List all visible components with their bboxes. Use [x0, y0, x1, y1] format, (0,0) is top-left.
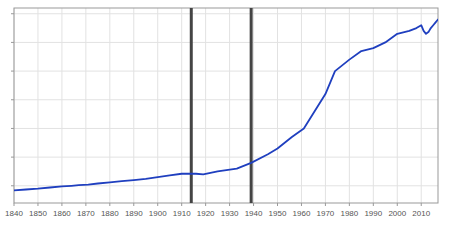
x-grid-line [157, 8, 158, 203]
x-grid-line [397, 8, 398, 203]
x-grid-line [85, 8, 86, 203]
population-line [14, 19, 438, 190]
x-tick [253, 203, 254, 206]
x-tick [325, 203, 326, 206]
x-tick-label: 1840 [5, 209, 23, 218]
x-tick-label: 1860 [53, 209, 71, 218]
x-tick-label: 1920 [197, 209, 215, 218]
x-tick-label: 1970 [317, 209, 335, 218]
y-tick [11, 42, 14, 43]
y-tick [11, 13, 14, 14]
y-grid-line [14, 71, 438, 72]
x-grid-line [421, 8, 422, 203]
x-tick-label: 1910 [173, 209, 191, 218]
x-tick [157, 203, 158, 206]
x-tick [373, 203, 374, 206]
x-grid-line [325, 8, 326, 203]
reference-line [250, 8, 253, 203]
chart-container: 1840 1850 1860 1870 1880 1890 1900 1910 1920 1930… [0, 0, 450, 225]
x-tick [133, 203, 134, 206]
y-tick [11, 185, 14, 186]
y-tick [11, 157, 14, 158]
x-tick [14, 203, 15, 206]
x-tick-label: 1890 [125, 209, 143, 218]
x-tick [37, 203, 38, 206]
x-tick-label: 1850 [29, 209, 47, 218]
x-grid-line [253, 8, 254, 203]
x-grid-line [301, 8, 302, 203]
x-axis: 1840 1850 1860 1870 1880 1890 1900 1910 1920 1930… [5, 203, 431, 218]
x-tick-label: 1960 [293, 209, 311, 218]
x-tick [205, 203, 206, 206]
x-tick [61, 203, 62, 206]
x-grid-line [109, 8, 110, 203]
y-grid-line [14, 42, 438, 43]
x-grid-line [133, 8, 134, 203]
x-tick [301, 203, 302, 206]
x-tick [397, 203, 398, 206]
x-tick [421, 203, 422, 206]
y-grid-line [14, 128, 438, 129]
x-tick-label: 1950 [269, 209, 287, 218]
x-tick [229, 203, 230, 206]
y-grid-line [14, 13, 438, 14]
x-grid-line [349, 8, 350, 203]
x-tick-label: 2000 [388, 209, 406, 218]
chart: 1840 1850 1860 1870 1880 1890 1900 1910 1920 1930… [0, 0, 450, 225]
y-axis [11, 14, 14, 186]
x-tick [349, 203, 350, 206]
x-grid-line [373, 8, 374, 203]
plot-frame [14, 8, 438, 203]
x-tick [277, 203, 278, 206]
x-grid-line [61, 8, 62, 203]
y-tick [11, 99, 14, 100]
x-grid-line [229, 8, 230, 203]
x-tick-label: 1990 [364, 209, 382, 218]
y-grid-line [14, 157, 438, 158]
x-tick [85, 203, 86, 206]
x-tick-label: 1870 [77, 209, 95, 218]
x-tick [109, 203, 110, 206]
x-grid-line [277, 8, 278, 203]
x-tick [181, 203, 182, 206]
x-tick-label: 2010 [412, 209, 430, 218]
y-tick [11, 128, 14, 129]
x-tick-label: 1900 [149, 209, 167, 218]
x-tick-label: 1980 [340, 209, 358, 218]
y-grid-line [14, 99, 438, 100]
x-tick-label: 1940 [245, 209, 263, 218]
grid [14, 8, 438, 203]
y-tick [11, 71, 14, 72]
x-tick-label: 1930 [221, 209, 239, 218]
plot-area [14, 8, 438, 203]
x-grid-line [37, 8, 38, 203]
x-tick-label: 1880 [101, 209, 119, 218]
